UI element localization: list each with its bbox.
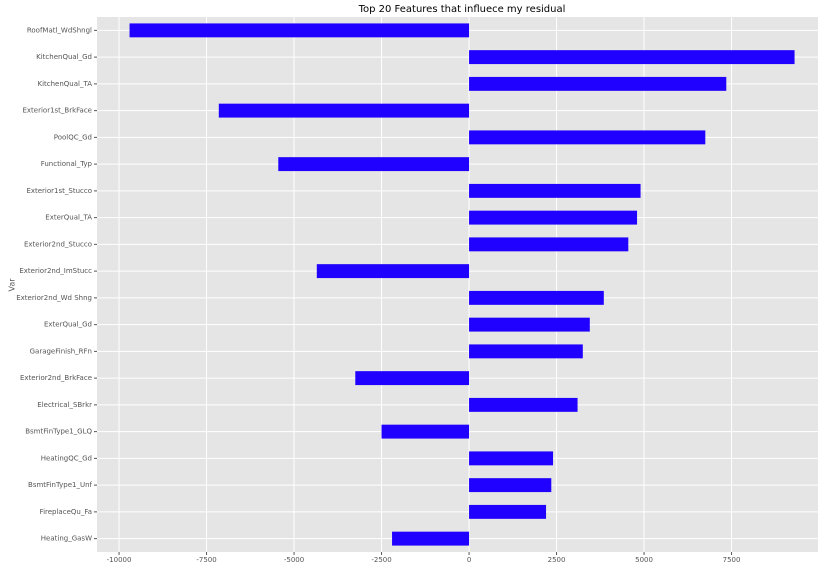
x-tick-label: 2500 (548, 556, 566, 564)
bar (469, 130, 706, 145)
y-tick-label: RoofMatl_WdShngl (27, 26, 92, 34)
y-tick-label: Exterior2nd_Wd Shng (16, 294, 92, 302)
bar (469, 504, 547, 519)
bar (469, 210, 638, 225)
bar (469, 183, 641, 198)
bar (469, 50, 795, 65)
x-tick-label: 0 (467, 556, 471, 564)
x-tick-label: -10000 (107, 556, 132, 564)
bar (469, 76, 727, 91)
bar (278, 157, 470, 172)
chart-title: Top 20 Features that influece my residua… (358, 4, 566, 15)
y-tick-label: KitchenQual_Gd (36, 53, 92, 61)
y-tick-label: HeatingQC_Gd (41, 454, 92, 462)
y-tick-label: GarageFinish_RFn (30, 347, 92, 355)
y-tick-label: Heating_GasW (41, 535, 92, 543)
y-tick-label: Electrical_SBrkr (37, 401, 92, 409)
bar (469, 237, 629, 252)
bar (316, 264, 470, 279)
x-tick-label: 7500 (723, 556, 741, 564)
y-tick-label: BsmtFinType1_GLQ (25, 428, 92, 436)
x-tick-label: -7500 (196, 556, 216, 564)
y-tick-label: BsmtFinType1_Unf (28, 481, 93, 489)
bar (469, 344, 583, 359)
y-tick-label: Exterior1st_BrkFace (22, 107, 92, 115)
bar (355, 371, 470, 386)
bar (392, 531, 470, 546)
y-tick-label: ExterQual_Gd (44, 321, 92, 329)
x-tick-label: -2500 (371, 556, 391, 564)
bar (218, 103, 470, 118)
y-tick-label: PoolQC_Gd (54, 133, 92, 141)
bar (469, 317, 590, 332)
y-tick-label: Exterior2nd_Stucco (24, 240, 92, 248)
x-tick-label: 5000 (635, 556, 653, 564)
y-tick-label: FireplaceQu_Fa (40, 508, 92, 516)
bar (469, 397, 578, 412)
y-tick-label: Exterior1st_Stucco (26, 187, 92, 195)
y-tick-label: KitchenQual_TA (37, 80, 92, 88)
y-tick-label: Exterior2nd_BrkFace (20, 374, 92, 382)
y-tick-label: Functional_Typ (41, 160, 93, 168)
bar (129, 23, 470, 38)
bar (469, 290, 604, 305)
y-axis-label: Var (8, 278, 17, 292)
y-tick-label: Exterior2nd_ImStucc (19, 267, 92, 275)
bar (469, 478, 552, 493)
bar (381, 424, 470, 439)
plot-background (97, 17, 818, 552)
bar (469, 451, 554, 466)
x-tick-label: -5000 (284, 556, 304, 564)
y-tick-label: ExterQual_TA (45, 214, 92, 222)
